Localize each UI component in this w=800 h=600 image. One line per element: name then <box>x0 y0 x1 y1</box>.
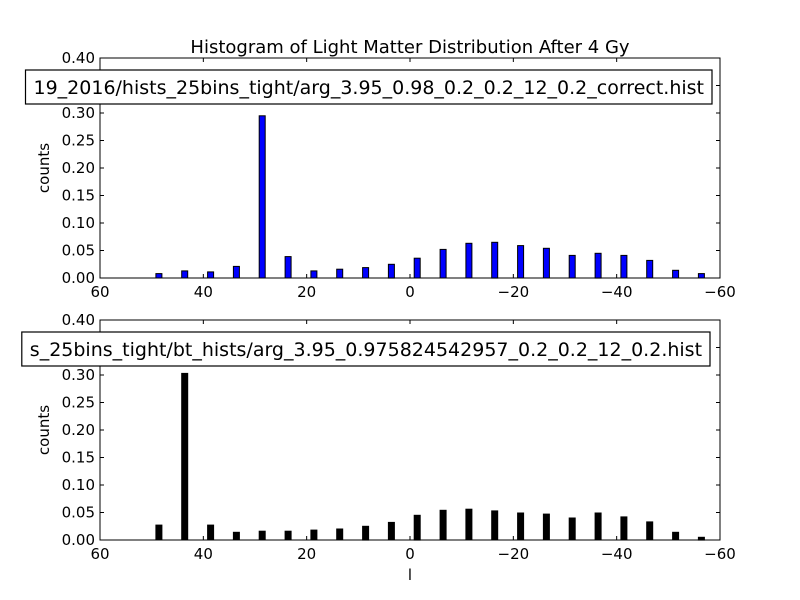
x-tick-label: −20 <box>498 283 530 301</box>
x-tick-label: 40 <box>194 283 213 301</box>
y-tick-label: 0.15 <box>62 187 95 205</box>
bar <box>517 245 525 279</box>
x-tick-label: −40 <box>601 283 633 301</box>
y-tick-label: 0.10 <box>62 214 95 232</box>
bar <box>620 254 628 279</box>
bar <box>491 510 499 541</box>
legend-label: s_25bins_tight/bt_hists/arg_3.95_0.97582… <box>30 339 702 361</box>
bar <box>672 531 680 541</box>
bar <box>646 259 654 279</box>
bar <box>491 241 499 279</box>
bar <box>310 270 318 279</box>
bar <box>697 273 705 279</box>
x-tick-label: −60 <box>704 545 736 563</box>
bar <box>568 254 576 279</box>
y-tick-label: 0.20 <box>62 421 95 439</box>
bar <box>387 521 395 541</box>
y-tick-label: 0.25 <box>62 132 95 150</box>
bar <box>413 257 421 279</box>
bar <box>439 248 447 279</box>
legend: 19_2016/hists_25bins_tight/arg_3.95_0.98… <box>24 69 713 105</box>
bar <box>594 512 602 541</box>
bar <box>646 521 654 541</box>
bar <box>258 530 266 541</box>
y-tick-label: 0.00 <box>62 531 95 549</box>
y-tick-label: 0.05 <box>62 504 95 522</box>
y-tick-label: 0.30 <box>62 104 95 122</box>
bar <box>258 115 266 279</box>
y-tick-label: 0.10 <box>62 476 95 494</box>
bar <box>542 513 550 541</box>
x-axis-label: l <box>408 566 412 584</box>
legend-box <box>24 69 713 105</box>
legend: s_25bins_tight/bt_hists/arg_3.95_0.97582… <box>21 331 711 367</box>
x-tick-label: −20 <box>498 545 530 563</box>
bar <box>594 252 602 279</box>
bar <box>517 512 525 541</box>
bar <box>181 270 189 279</box>
x-tick-label: 60 <box>90 545 109 563</box>
bar <box>620 516 628 541</box>
y-tick-label: 0.30 <box>62 366 95 384</box>
y-tick-label: 0.40 <box>62 49 95 67</box>
bar <box>336 528 344 541</box>
subplot-2: 0.000.050.100.150.200.250.300.350.406040… <box>21 311 736 584</box>
bar <box>362 525 370 541</box>
bar <box>284 256 292 279</box>
bar <box>542 247 550 279</box>
x-tick-label: 40 <box>194 545 213 563</box>
bar <box>232 265 240 279</box>
bar <box>155 273 163 279</box>
bar <box>336 268 344 279</box>
y-tick-label: 0.00 <box>62 269 95 287</box>
bar <box>181 372 189 541</box>
bar <box>310 529 318 541</box>
bar <box>207 271 215 279</box>
bar <box>207 524 215 541</box>
bar <box>284 530 292 541</box>
bar <box>465 242 473 279</box>
x-tick-label: 20 <box>297 283 316 301</box>
y-tick-label: 0.05 <box>62 242 95 260</box>
figure-title: Histogram of Light Matter Distribution A… <box>190 37 629 58</box>
bar <box>155 524 163 541</box>
y-axis-label: counts <box>35 405 53 455</box>
x-tick-label: 60 <box>90 283 109 301</box>
bar <box>387 263 395 279</box>
bar <box>568 517 576 541</box>
y-axis-label: counts <box>35 143 53 193</box>
bar <box>465 508 473 541</box>
x-tick-label: −40 <box>601 545 633 563</box>
x-tick-label: 20 <box>297 545 316 563</box>
bar <box>362 267 370 279</box>
bar <box>672 269 680 279</box>
bar <box>413 514 421 541</box>
legend-label: 19_2016/hists_25bins_tight/arg_3.95_0.98… <box>34 77 705 99</box>
subplots: 0.000.050.100.150.200.250.300.350.406040… <box>21 49 736 584</box>
bar <box>439 509 447 541</box>
x-tick-label: −60 <box>704 283 736 301</box>
y-tick-label: 0.15 <box>62 449 95 467</box>
x-tick-label: 0 <box>405 545 415 563</box>
legend-box <box>21 331 711 367</box>
x-tick-label: 0 <box>405 283 415 301</box>
bar <box>232 531 240 541</box>
y-tick-label: 0.20 <box>62 159 95 177</box>
subplot-1: 0.000.050.100.150.200.250.300.350.406040… <box>24 49 736 301</box>
y-tick-label: 0.40 <box>62 311 95 329</box>
y-tick-label: 0.25 <box>62 394 95 412</box>
